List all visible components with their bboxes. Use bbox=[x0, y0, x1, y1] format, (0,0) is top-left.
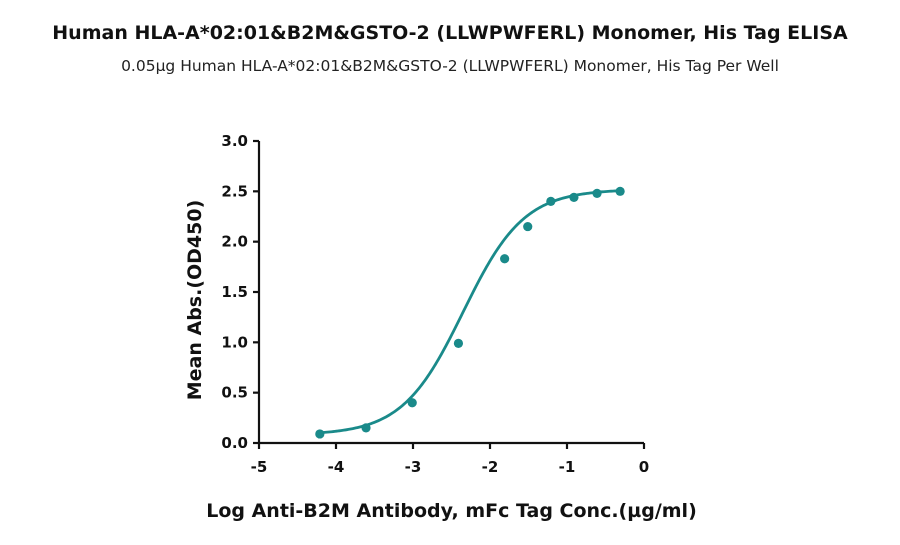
x-axis-title: Log Anti-B2M Antibody, mFc Tag Conc.(µg/… bbox=[206, 500, 697, 522]
x-tick-label: -2 bbox=[482, 458, 499, 476]
data-point bbox=[453, 338, 464, 348]
x-tick-label: 0 bbox=[639, 458, 649, 476]
data-point bbox=[592, 188, 602, 198]
y-tick-label: 1.0 bbox=[221, 333, 248, 351]
data-point bbox=[546, 196, 556, 206]
y-tick-label: 2.5 bbox=[221, 182, 248, 200]
y-tick-label: 2.0 bbox=[221, 233, 248, 251]
y-tick-label: 0.5 bbox=[221, 384, 248, 402]
chart-title: Human HLA-A*02:01&B2M&GSTO-2 (LLWPWFERL)… bbox=[52, 22, 848, 44]
y-tick-label: 0.0 bbox=[221, 434, 248, 452]
data-point bbox=[615, 186, 625, 196]
data-point bbox=[315, 429, 325, 439]
x-tick-label: -1 bbox=[559, 458, 576, 476]
x-tick-label: -4 bbox=[328, 458, 345, 476]
data-point bbox=[361, 423, 371, 433]
y-tick-label: 3.0 bbox=[221, 132, 248, 150]
data-point bbox=[569, 192, 579, 202]
y-axis-title: Mean Abs.(OD450) bbox=[184, 200, 206, 401]
x-tick-label: -5 bbox=[251, 458, 268, 476]
data-point bbox=[500, 254, 510, 264]
data-point bbox=[523, 221, 533, 232]
y-tick-label: 1.5 bbox=[221, 283, 248, 301]
fit-curve bbox=[319, 189, 621, 435]
chart-subtitle: 0.05µg Human HLA-A*02:01&B2M&GSTO-2 (LLW… bbox=[121, 57, 779, 75]
x-tick-label: -3 bbox=[405, 458, 422, 476]
data-point bbox=[407, 398, 417, 408]
